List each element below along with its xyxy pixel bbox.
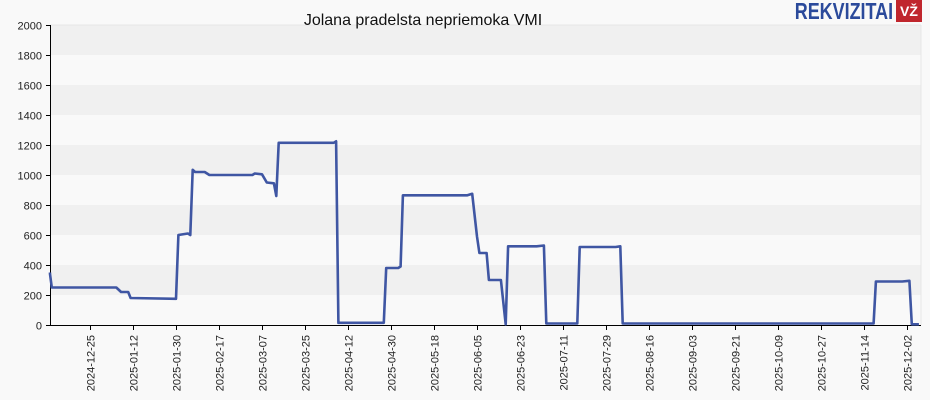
svg-text:2025-03-25: 2025-03-25 <box>301 335 313 391</box>
svg-text:400: 400 <box>24 261 42 273</box>
svg-text:2025-06-23: 2025-06-23 <box>516 335 528 391</box>
x-axis: 2024-12-25 2025-01-12 2025-01-30 2025-02-17… <box>50 325 921 391</box>
svg-text:2025-10-27: 2025-10-27 <box>817 335 829 391</box>
svg-text:2025-02-17: 2025-02-17 <box>215 335 227 391</box>
svg-text:2024-12-25: 2024-12-25 <box>86 335 98 391</box>
svg-text:2025-07-11: 2025-07-11 <box>559 335 571 390</box>
rekvizitai-logo[interactable]: REKVIZITAI VŽ <box>767 0 922 24</box>
svg-text:1600: 1600 <box>18 81 42 93</box>
svg-text:2025-04-12: 2025-04-12 <box>344 335 356 391</box>
svg-text:1400: 1400 <box>18 111 42 123</box>
series-line <box>48 140 919 326</box>
svg-text:2025-06-05: 2025-06-05 <box>473 335 485 391</box>
logo-badge: VŽ <box>896 0 922 22</box>
svg-text:1200: 1200 <box>18 141 42 153</box>
svg-text:2025-04-30: 2025-04-30 <box>387 335 399 391</box>
svg-text:2025-09-21: 2025-09-21 <box>731 335 743 391</box>
svg-text:1800: 1800 <box>18 51 42 63</box>
svg-text:2025-12-02: 2025-12-02 <box>903 335 915 391</box>
grid-bands <box>50 24 922 325</box>
svg-text:2025-07-29: 2025-07-29 <box>602 335 614 391</box>
svg-text:2025-08-16: 2025-08-16 <box>645 335 657 391</box>
svg-text:2000: 2000 <box>18 21 42 33</box>
svg-text:200: 200 <box>24 291 42 303</box>
svg-text:1000: 1000 <box>18 171 42 183</box>
logo-text: REKVIZITAI <box>794 0 893 24</box>
svg-text:2025-03-07: 2025-03-07 <box>258 335 270 391</box>
svg-text:2025-01-12: 2025-01-12 <box>129 335 141 391</box>
svg-text:2025-11-14: 2025-11-14 <box>860 335 872 390</box>
svg-text:600: 600 <box>24 231 42 243</box>
svg-text:0: 0 <box>36 321 42 333</box>
svg-text:2025-10-09: 2025-10-09 <box>774 335 786 391</box>
svg-text:2025-01-30: 2025-01-30 <box>172 335 184 391</box>
chart-title: Jolana pradelsta nepriemoka VMI <box>303 12 543 29</box>
svg-text:800: 800 <box>24 201 42 213</box>
y-axis: 0 200 400 600 800 1000 1200 1400 1600 1800 2000 <box>18 21 51 333</box>
svg-text:2025-05-18: 2025-05-18 <box>430 335 442 391</box>
svg-text:2025-09-03: 2025-09-03 <box>688 335 700 391</box>
